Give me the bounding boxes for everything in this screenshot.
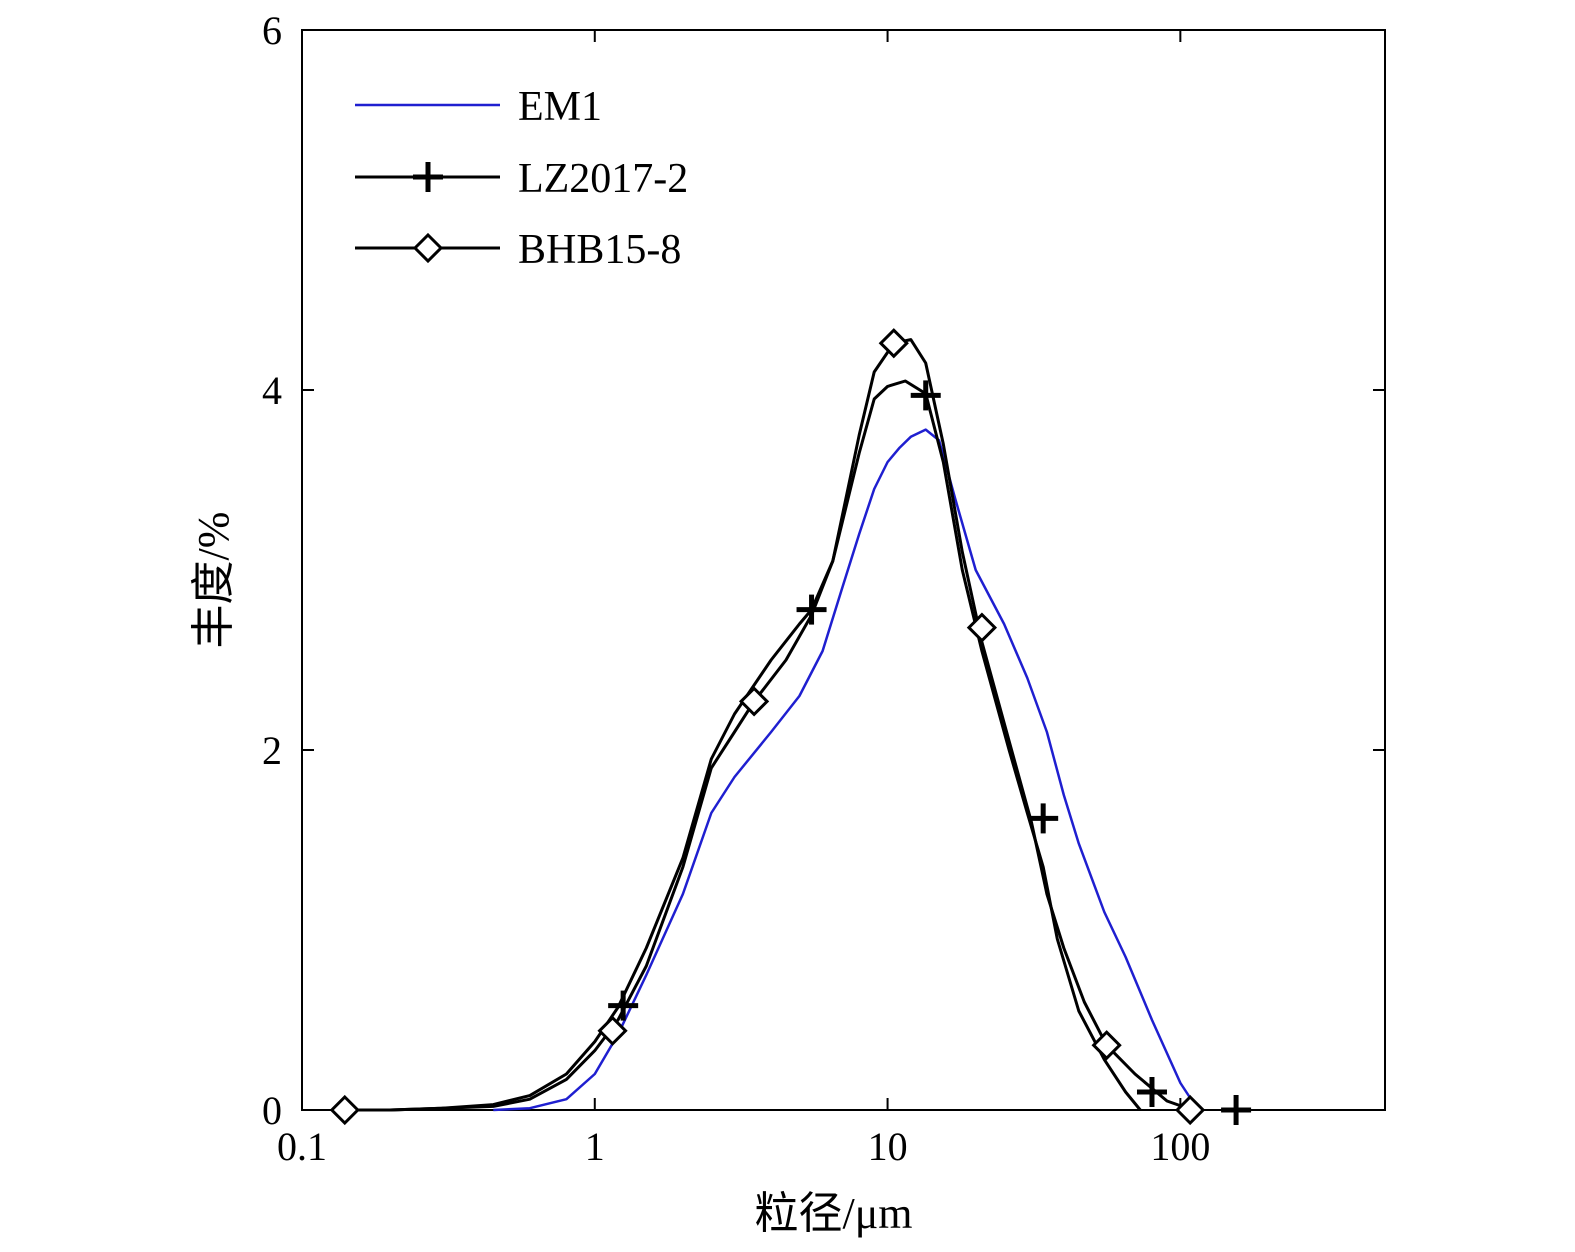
plot-border (301, 29, 1386, 1111)
legend-item: EM1 (355, 84, 602, 130)
data-point-marker (966, 612, 998, 643)
axis-ticks: 0.1 1 10 100 0 2 4 6 (262, 8, 1385, 1169)
data-point-marker (1221, 1095, 1252, 1125)
y-tick-label: 6 (262, 8, 282, 53)
data-point-marker (1175, 1094, 1206, 1126)
data-point-marker (608, 990, 639, 1021)
data-point-marker (878, 328, 909, 359)
legend-marker (412, 232, 444, 264)
legend: EM1 LZ2017-2 BHB15-8 (355, 84, 688, 273)
data-point-marker (1091, 1030, 1122, 1061)
series-LZ2017-2 (344, 379, 1252, 1125)
x-tick-label: 0.1 (277, 1124, 327, 1169)
y-tick-label: 4 (262, 368, 282, 413)
series-line (344, 379, 1142, 1112)
series-layer (329, 328, 1252, 1126)
y-tick-label: 2 (262, 728, 282, 773)
x-tick-label: 100 (1150, 1124, 1210, 1169)
data-point-marker (1136, 1077, 1167, 1107)
legend-label: BHB15-8 (518, 227, 681, 273)
series-line (493, 428, 1200, 1112)
y-axis-label: 丰度/% (189, 512, 238, 649)
legend-item: LZ2017-2 (355, 156, 688, 202)
data-point-marker (910, 380, 941, 411)
series-BHB15-8 (329, 328, 1206, 1126)
data-point-marker (1028, 803, 1059, 834)
x-tick-label: 1 (585, 1124, 605, 1169)
data-point-marker (796, 594, 827, 625)
legend-label: LZ2017-2 (518, 156, 688, 202)
legend-label: EM1 (518, 84, 602, 130)
series-EM1 (493, 428, 1200, 1112)
data-point-marker (738, 686, 770, 717)
plot-frame (301, 29, 1386, 1111)
x-tick-label: 10 (868, 1124, 908, 1169)
series-line (344, 338, 1193, 1112)
data-point-marker (329, 1094, 360, 1126)
legend-marker (413, 162, 443, 192)
data-point-marker (597, 1015, 628, 1046)
x-axis-label: 粒径/μm (754, 1189, 912, 1238)
legend-item: BHB15-8 (355, 227, 681, 273)
y-tick-label: 0 (262, 1088, 282, 1133)
